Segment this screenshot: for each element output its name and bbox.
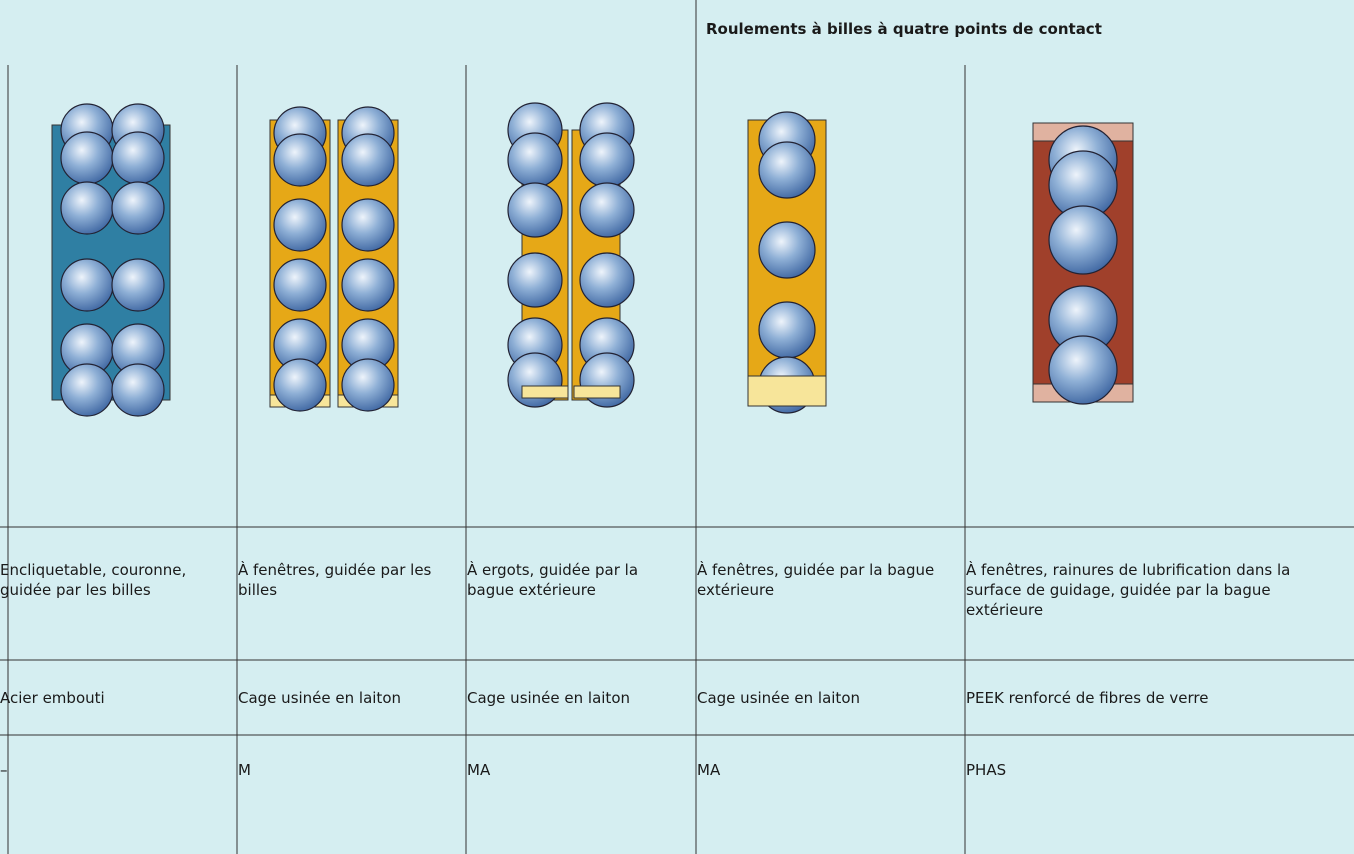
ball [60, 363, 114, 417]
table-cell: Cage usinée en laiton [238, 689, 402, 707]
table-cell: Cage usinée en laiton [697, 689, 861, 707]
ball [1048, 205, 1118, 275]
ball [273, 198, 327, 252]
ball [273, 358, 327, 412]
table-cell: PEEK renforcé de fibres de verre [966, 689, 1209, 707]
cage [521, 385, 569, 399]
ball [758, 221, 816, 279]
ball [579, 182, 635, 238]
ball [507, 132, 563, 188]
ball [341, 198, 395, 252]
table-cell: À ergots, guidée par la bague extérieure [467, 561, 639, 599]
ball [1048, 335, 1118, 405]
ball [111, 181, 165, 235]
ball [758, 301, 816, 359]
ball [579, 132, 635, 188]
ball [579, 252, 635, 308]
ball [111, 131, 165, 185]
cage [573, 385, 621, 399]
table-cell: MA [467, 761, 491, 779]
ball [341, 258, 395, 312]
ball [341, 133, 395, 187]
table-cell: Encliquetable, couronne, guidée par les … [0, 561, 187, 599]
ball [273, 258, 327, 312]
table-cell: PHAS [966, 761, 1007, 779]
ball [579, 352, 635, 408]
ball [111, 258, 165, 312]
table-cell: Acier embouti [0, 689, 105, 707]
ball [507, 252, 563, 308]
ball [60, 258, 114, 312]
table-cell: À fenêtres, guidée par les billes [238, 561, 432, 599]
table-cell: – [0, 761, 8, 779]
ball [507, 352, 563, 408]
table-cell: M [238, 761, 251, 779]
table-cell: À fenêtres, guidée par la bague extérieu… [697, 561, 935, 599]
table-cell: Cage usinée en laiton [467, 689, 631, 707]
ball [758, 141, 816, 199]
table-cell: MA [697, 761, 721, 779]
table-cell: À fenêtres, rainures de lubrification da… [966, 561, 1291, 619]
ball [60, 131, 114, 185]
ball [507, 182, 563, 238]
ball [273, 133, 327, 187]
cage [747, 375, 827, 407]
ball [111, 363, 165, 417]
ball [341, 358, 395, 412]
ball [60, 181, 114, 235]
group-title: Roulements à billes à quatre points de c… [706, 20, 1102, 38]
